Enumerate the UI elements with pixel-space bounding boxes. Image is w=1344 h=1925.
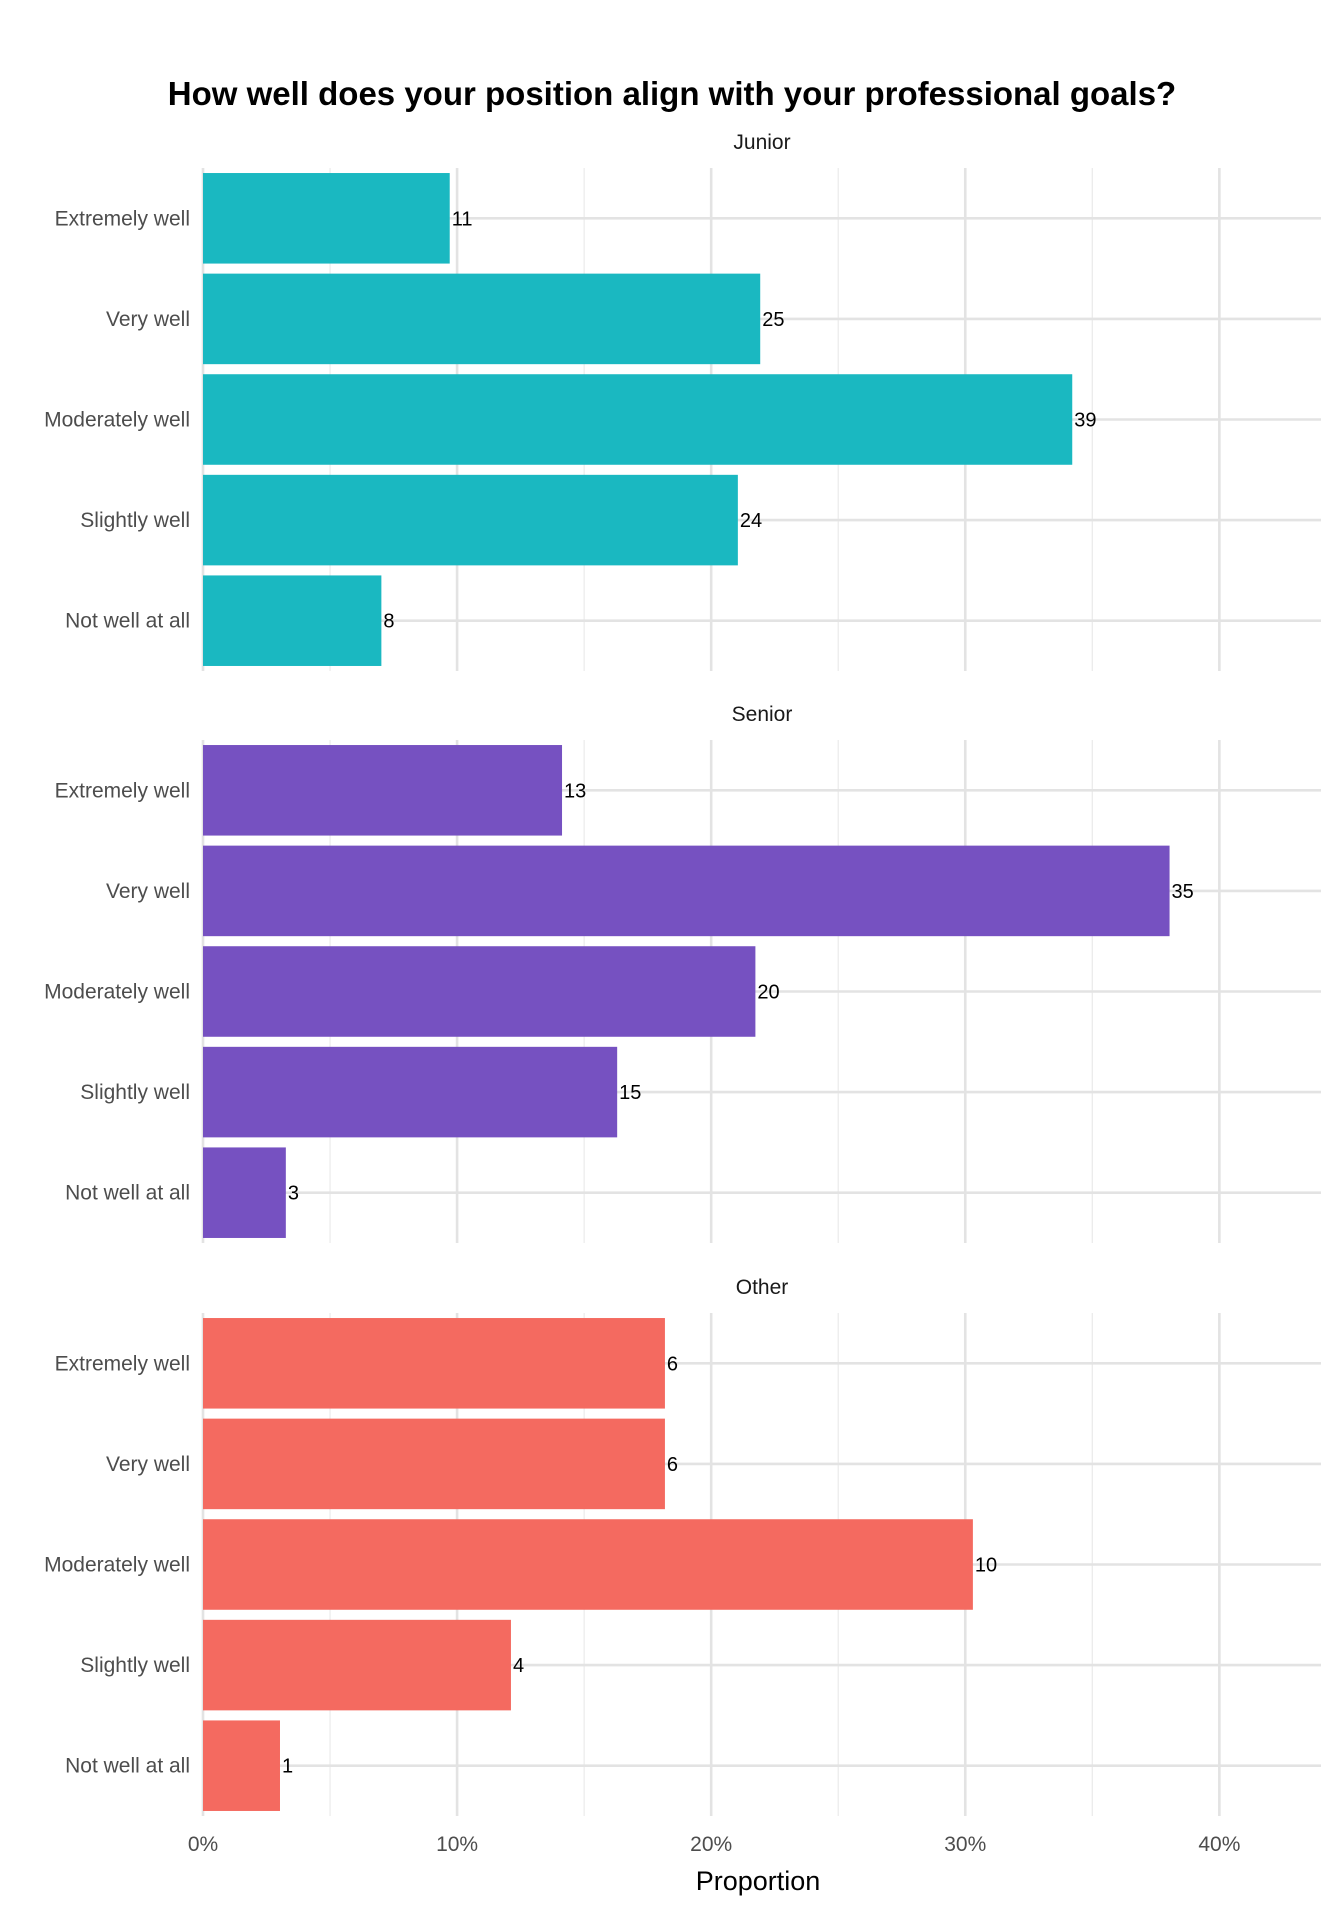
panel-junior: Junior Extremely well 11 Very well 25 Moderat… (44, 131, 1321, 671)
bar (203, 1720, 280, 1811)
x-axis: 0% 10% 20% 30% 40% (188, 1833, 1241, 1856)
bar (203, 273, 761, 365)
bar (203, 1147, 286, 1238)
category-label: Not well at all (65, 610, 190, 633)
facet-strip-label: Senior (732, 703, 793, 726)
category-label: Slightly well (80, 509, 190, 532)
bar (203, 946, 756, 1037)
x-tick-label: 40% (1198, 1833, 1240, 1856)
bar (203, 474, 738, 566)
x-axis-title: Proportion (696, 1866, 821, 1896)
category-label: Slightly well (80, 1654, 190, 1677)
category-label: Very well (106, 1453, 190, 1476)
x-tick-label: 0% (188, 1833, 218, 1856)
category-label: Very well (106, 880, 190, 903)
bar (203, 1619, 511, 1711)
bar (203, 1046, 618, 1138)
bar (203, 1418, 665, 1510)
bar (203, 173, 450, 264)
bar (203, 845, 1170, 937)
category-label: Slightly well (80, 1081, 190, 1104)
data-label: 10 (975, 1555, 997, 1577)
category-label: Not well at all (65, 1182, 190, 1205)
facet-strip-label: Other (736, 1276, 789, 1299)
data-label: 4 (513, 1655, 524, 1677)
data-label: 20 (757, 982, 779, 1004)
facet-panels: Junior Extremely well 11 Very well 25 Moderat… (44, 131, 1321, 1816)
data-label: 15 (619, 1082, 641, 1104)
bar (203, 745, 563, 836)
data-label: 1 (282, 1756, 293, 1778)
data-label: 3 (288, 1183, 299, 1205)
category-label: Moderately well (44, 409, 190, 432)
data-label: 11 (452, 208, 473, 230)
category-label: Extremely well (55, 207, 190, 230)
category-label: Not well at all (65, 1755, 190, 1778)
facet-strip-label: Junior (733, 131, 790, 154)
data-label: 8 (383, 611, 394, 633)
bar (203, 575, 382, 666)
bar (203, 1519, 973, 1610)
x-tick-label: 10% (436, 1833, 478, 1856)
category-label: Moderately well (44, 1554, 190, 1577)
data-label: 35 (1172, 881, 1194, 903)
bar (203, 1318, 665, 1409)
data-label: 13 (564, 780, 586, 802)
data-label: 39 (1074, 410, 1096, 432)
category-label: Moderately well (44, 981, 190, 1004)
data-label: 6 (667, 1454, 678, 1476)
x-tick-label: 20% (690, 1833, 732, 1856)
bar (203, 374, 1073, 465)
chart-title: How well does your position align with y… (168, 75, 1176, 112)
panel-other: Other Extremely well 6 Very well 6 Moderately… (44, 1276, 1321, 1816)
data-label: 24 (740, 510, 762, 532)
x-tick-label: 30% (944, 1833, 986, 1856)
category-label: Extremely well (55, 779, 190, 802)
data-label: 6 (667, 1353, 678, 1375)
category-label: Very well (106, 308, 190, 331)
panel-senior: Senior Extremely well 13 Very well 35 Moderat… (44, 703, 1321, 1243)
category-label: Extremely well (55, 1352, 190, 1375)
data-label: 25 (762, 309, 784, 331)
